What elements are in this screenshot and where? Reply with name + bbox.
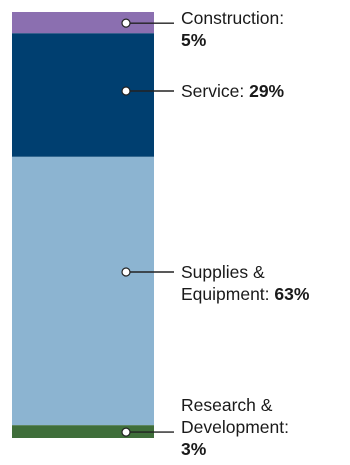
bar-segment-construction	[12, 12, 154, 34]
label-line: Service:	[181, 81, 244, 101]
bar-segment-service	[12, 33, 154, 157]
label-line: Equipment:	[181, 284, 270, 304]
callout-dot-research-development	[121, 427, 131, 437]
value-label-supplies-equipment: 63%	[274, 284, 309, 304]
bar-segment-research-development	[12, 425, 154, 438]
label-line: Development:	[181, 417, 289, 437]
bar-segment-supplies-equipment	[12, 156, 154, 426]
bar-segments	[12, 12, 154, 438]
label-supplies-equipment: Supplies & Equipment: 63%	[181, 262, 310, 304]
value-label-service: 29%	[249, 81, 284, 101]
label-line: Supplies &	[181, 262, 265, 282]
value-label-construction: 5%	[181, 30, 207, 50]
value-label-research-development: 3%	[181, 439, 207, 459]
callout-labels: Construction: 5% Service: 29% Supplies & Equ…	[121, 8, 310, 459]
callout-dot-service	[121, 86, 131, 96]
label-line: Research &	[181, 395, 273, 415]
callout-dot-supplies-equipment	[121, 267, 131, 277]
label-construction: Construction: 5%	[181, 8, 284, 50]
label-research-development: Research & Development: 3%	[181, 395, 289, 459]
label-service: Service: 29%	[181, 81, 285, 101]
label-line: Construction:	[181, 8, 284, 28]
callout-dot-construction	[121, 18, 131, 28]
